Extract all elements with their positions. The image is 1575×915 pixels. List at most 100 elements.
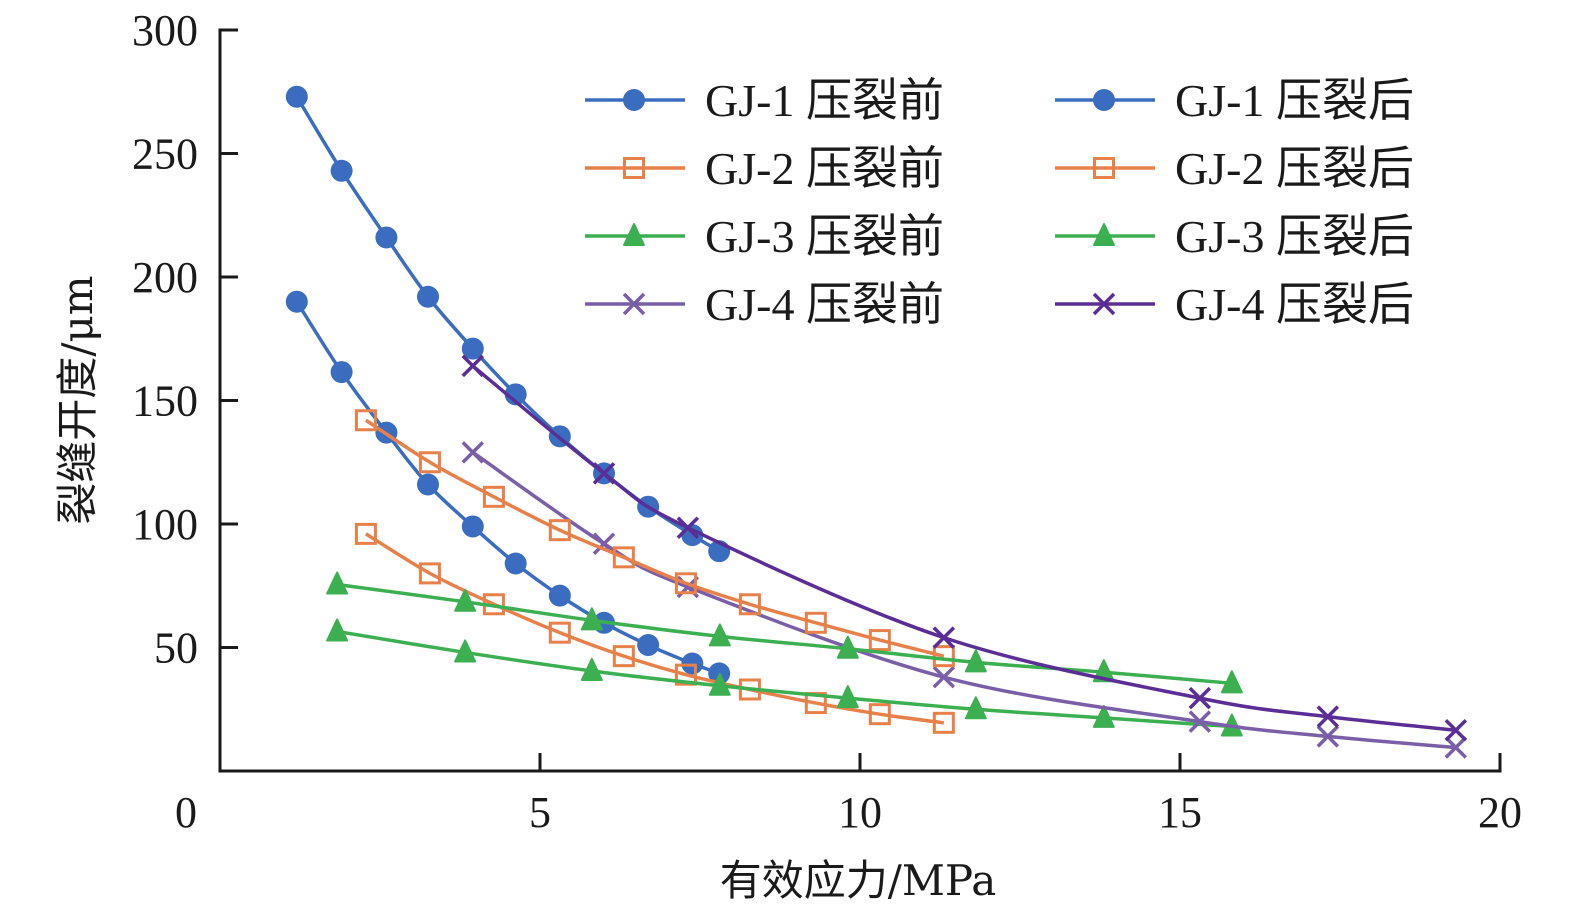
series-line (295, 300, 720, 676)
data-point (330, 361, 353, 384)
series-line (336, 629, 1232, 729)
data-point (612, 546, 635, 569)
y-tick-label: 50 (154, 624, 198, 673)
data-point (354, 522, 377, 545)
data-point (1092, 704, 1115, 728)
axes: 50 100 150 200 250 300 0 5 10 15 20 裂缝开度/μm 有效应力/… (53, 6, 1522, 905)
x-tick-label: 15 (1158, 788, 1202, 837)
data-point (504, 383, 527, 406)
data-point (461, 337, 484, 360)
data-point (548, 584, 571, 607)
x-tick-label: 20 (1478, 788, 1522, 837)
data-point (326, 618, 349, 642)
legend-label: GJ-3 压裂前 (705, 211, 944, 262)
legend-item: GJ-1 压裂后 (1055, 75, 1414, 126)
y-axis-title: 裂缝开度/μm (53, 275, 102, 524)
data-point (1444, 736, 1468, 759)
series-line (365, 532, 945, 725)
data-point (681, 652, 704, 675)
data-point (326, 571, 349, 595)
data-point (836, 685, 859, 709)
data-point (674, 663, 697, 686)
y-ticks: 50 100 150 200 250 300 (132, 6, 238, 673)
series-line (336, 582, 1232, 686)
y-tick-label: 300 (132, 6, 198, 55)
series-GJ-4-压裂后 (461, 354, 1468, 742)
data-point (932, 626, 956, 649)
series-GJ-2-压裂后 (354, 409, 955, 668)
data-point (708, 672, 731, 696)
data-point (1444, 719, 1468, 742)
y-tick-label: 250 (132, 130, 198, 179)
data-point (964, 649, 987, 673)
series-GJ-1-压裂后 (285, 85, 731, 563)
data-point (1220, 670, 1243, 694)
data-point (580, 607, 603, 631)
data-point (836, 635, 859, 659)
legend-marker-triangle (623, 223, 645, 246)
data-point (1188, 710, 1212, 733)
y-tick-label: 150 (132, 377, 198, 426)
legend-marker-x (622, 292, 646, 316)
data-point (461, 354, 485, 378)
legend-marker-circle (623, 89, 645, 111)
data-point (461, 441, 485, 464)
legend-label: GJ-2 压裂后 (1175, 143, 1414, 194)
data-point (580, 657, 603, 681)
data-point (417, 473, 439, 496)
data-point (330, 159, 353, 182)
legend-label: GJ-2 压裂前 (705, 143, 944, 194)
data-point (418, 451, 441, 474)
series-GJ-3-压裂前 (326, 618, 1243, 737)
legend-label: GJ-4 压裂后 (1175, 279, 1414, 330)
data-point (804, 611, 827, 634)
legend-item: GJ-4 压裂后 (1055, 279, 1414, 330)
legend-marker-triangle (1093, 223, 1115, 246)
data-point (482, 485, 505, 508)
data-point (354, 409, 377, 432)
legend-item: GJ-4 压裂前 (585, 279, 944, 330)
legend-item: GJ-3 压裂前 (585, 211, 944, 262)
data-point (417, 285, 439, 308)
legend-item: GJ-3 压裂后 (1055, 211, 1414, 262)
data-point (1188, 686, 1212, 710)
series-GJ-1-压裂前 (285, 290, 731, 685)
data-point (461, 515, 484, 538)
legend-label: GJ-3 压裂后 (1175, 211, 1414, 262)
series-GJ-3-压裂后 (326, 571, 1243, 694)
data-point (1316, 705, 1340, 728)
data-point (1316, 725, 1340, 748)
data-point (612, 645, 635, 668)
legend-label: GJ-4 压裂前 (705, 279, 944, 330)
series-GJ-4-压裂前 (461, 441, 1468, 759)
x-ticks: 0 5 10 15 20 (175, 753, 1522, 837)
legend-item: GJ-1 压裂前 (585, 75, 944, 126)
data-point (548, 519, 571, 542)
legend-label: GJ-1 压裂前 (705, 75, 944, 126)
x-tick-label: 0 (175, 788, 197, 837)
data-point (454, 639, 477, 663)
data-point (285, 85, 308, 108)
data-point (285, 290, 308, 313)
data-point (375, 226, 398, 249)
plot-area (285, 85, 1468, 759)
data-point (868, 629, 891, 652)
data-point (932, 711, 955, 734)
series-line (471, 450, 1456, 750)
x-axis-title: 有效应力/MPa (720, 856, 997, 905)
data-point (676, 516, 700, 539)
data-point (504, 552, 527, 575)
x-tick-label: 5 (529, 788, 551, 837)
data-point (868, 703, 891, 726)
y-tick-label: 200 (132, 253, 198, 302)
legend-item: GJ-2 压裂前 (585, 143, 944, 194)
data-point (964, 696, 987, 720)
x-tick-label: 10 (838, 788, 882, 837)
legend-marker-circle (1093, 89, 1115, 111)
series-line (364, 418, 945, 658)
data-point (637, 634, 660, 657)
legend-label: GJ-1 压裂后 (1175, 75, 1414, 126)
legend-marker-x (1092, 292, 1116, 316)
data-point (738, 593, 761, 616)
